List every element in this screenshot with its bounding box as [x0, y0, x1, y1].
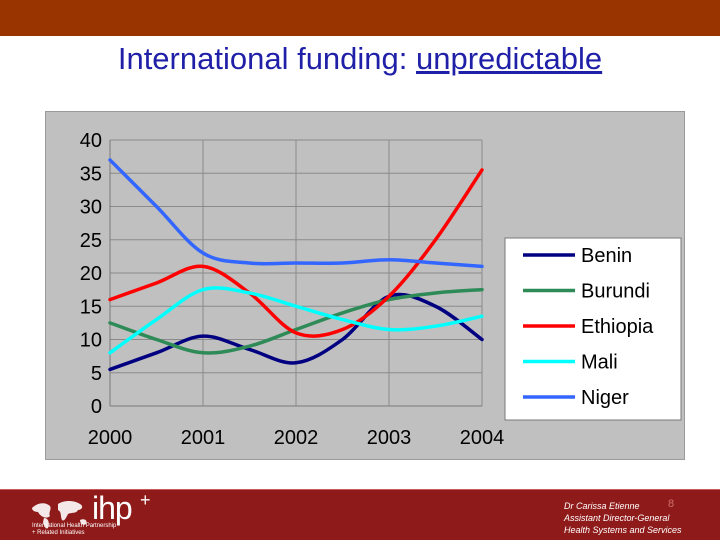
x-tick-label: 2001	[181, 427, 226, 449]
footer-divider	[0, 489, 720, 490]
legend-label-benin: Benin	[581, 245, 632, 267]
top-bar	[0, 0, 720, 36]
footer-credits: Dr Carissa Etienne Assistant Director-Ge…	[564, 500, 682, 536]
legend-label-niger: Niger	[581, 387, 629, 409]
world-map-icon	[32, 501, 87, 529]
logo-text: ihp	[92, 490, 133, 526]
series-line-burundi	[108, 287, 484, 355]
logo-caption-line-1: International Health Partnership	[32, 523, 117, 529]
y-tick-label: 20	[80, 263, 102, 285]
logo-caption: International Health Partnership + Relat…	[32, 523, 116, 537]
series-line-mali	[108, 286, 484, 355]
slide-title: International funding: unpredictable	[0, 38, 720, 80]
series-line-ethiopia	[108, 168, 484, 338]
logo-plus: +	[140, 490, 151, 510]
y-tick-label: 40	[80, 130, 102, 152]
legend-label-ethiopia: Ethiopia	[581, 316, 654, 338]
y-tick-label: 30	[80, 197, 102, 219]
y-tick-label: 25	[80, 230, 102, 252]
x-tick-label: 2003	[367, 427, 412, 449]
title-part-1: International funding:	[117, 41, 417, 76]
x-tick-label: 2004	[460, 427, 505, 449]
y-tick-label: 10	[80, 330, 102, 352]
line-chart: 0 5 10 15 20 25 30 35 40 2000 2001 2002 2003 2004 Beni…	[80, 130, 682, 449]
chart-frame: 0 5 10 15 20 25 30 35 40 2000 2001 2002 2003 2004 Beni…	[45, 111, 685, 460]
series-line-benin	[108, 292, 484, 372]
footer-bar	[0, 490, 720, 540]
logo-caption-line-2: + Related Initiatives	[32, 530, 85, 536]
x-tick-label: 2000	[88, 427, 133, 449]
y-tick-label: 5	[91, 363, 102, 385]
y-tick-label: 35	[80, 163, 102, 185]
x-tick-label: 2002	[274, 427, 319, 449]
legend-label-mali: Mali	[581, 352, 618, 374]
page-number: 8	[668, 498, 675, 510]
legend-label-burundi: Burundi	[581, 281, 650, 303]
y-tick-label: 15	[80, 296, 102, 318]
footer-author: Dr Carissa Etienne	[564, 501, 640, 511]
title-part-2: unpredictable	[416, 41, 603, 76]
y-tick-label: 0	[91, 396, 102, 418]
series-line-niger	[108, 158, 484, 269]
legend-box	[504, 237, 682, 421]
footer-role: Assistant Director-General	[564, 513, 670, 523]
footer-department: Health Systems and Services	[564, 525, 682, 535]
